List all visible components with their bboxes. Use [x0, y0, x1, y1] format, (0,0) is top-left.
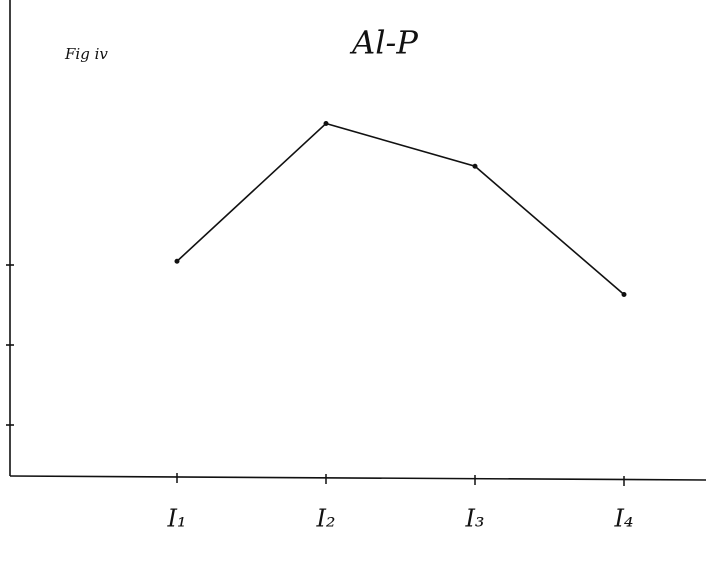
annotation: Fig iv	[64, 45, 108, 63]
data-point	[621, 292, 627, 297]
data-point	[174, 258, 180, 264]
data-line	[176, 122, 625, 296]
chart-title: Al-P	[349, 24, 418, 62]
data-point	[472, 163, 478, 169]
x-tick-label: I₄	[613, 505, 633, 533]
x-tick-label: I₂	[315, 505, 335, 533]
x-tick-label: I₁	[166, 505, 186, 533]
x-tick-label: I₃	[464, 505, 484, 533]
data-point	[323, 121, 329, 126]
x-axis	[9, 475, 706, 481]
